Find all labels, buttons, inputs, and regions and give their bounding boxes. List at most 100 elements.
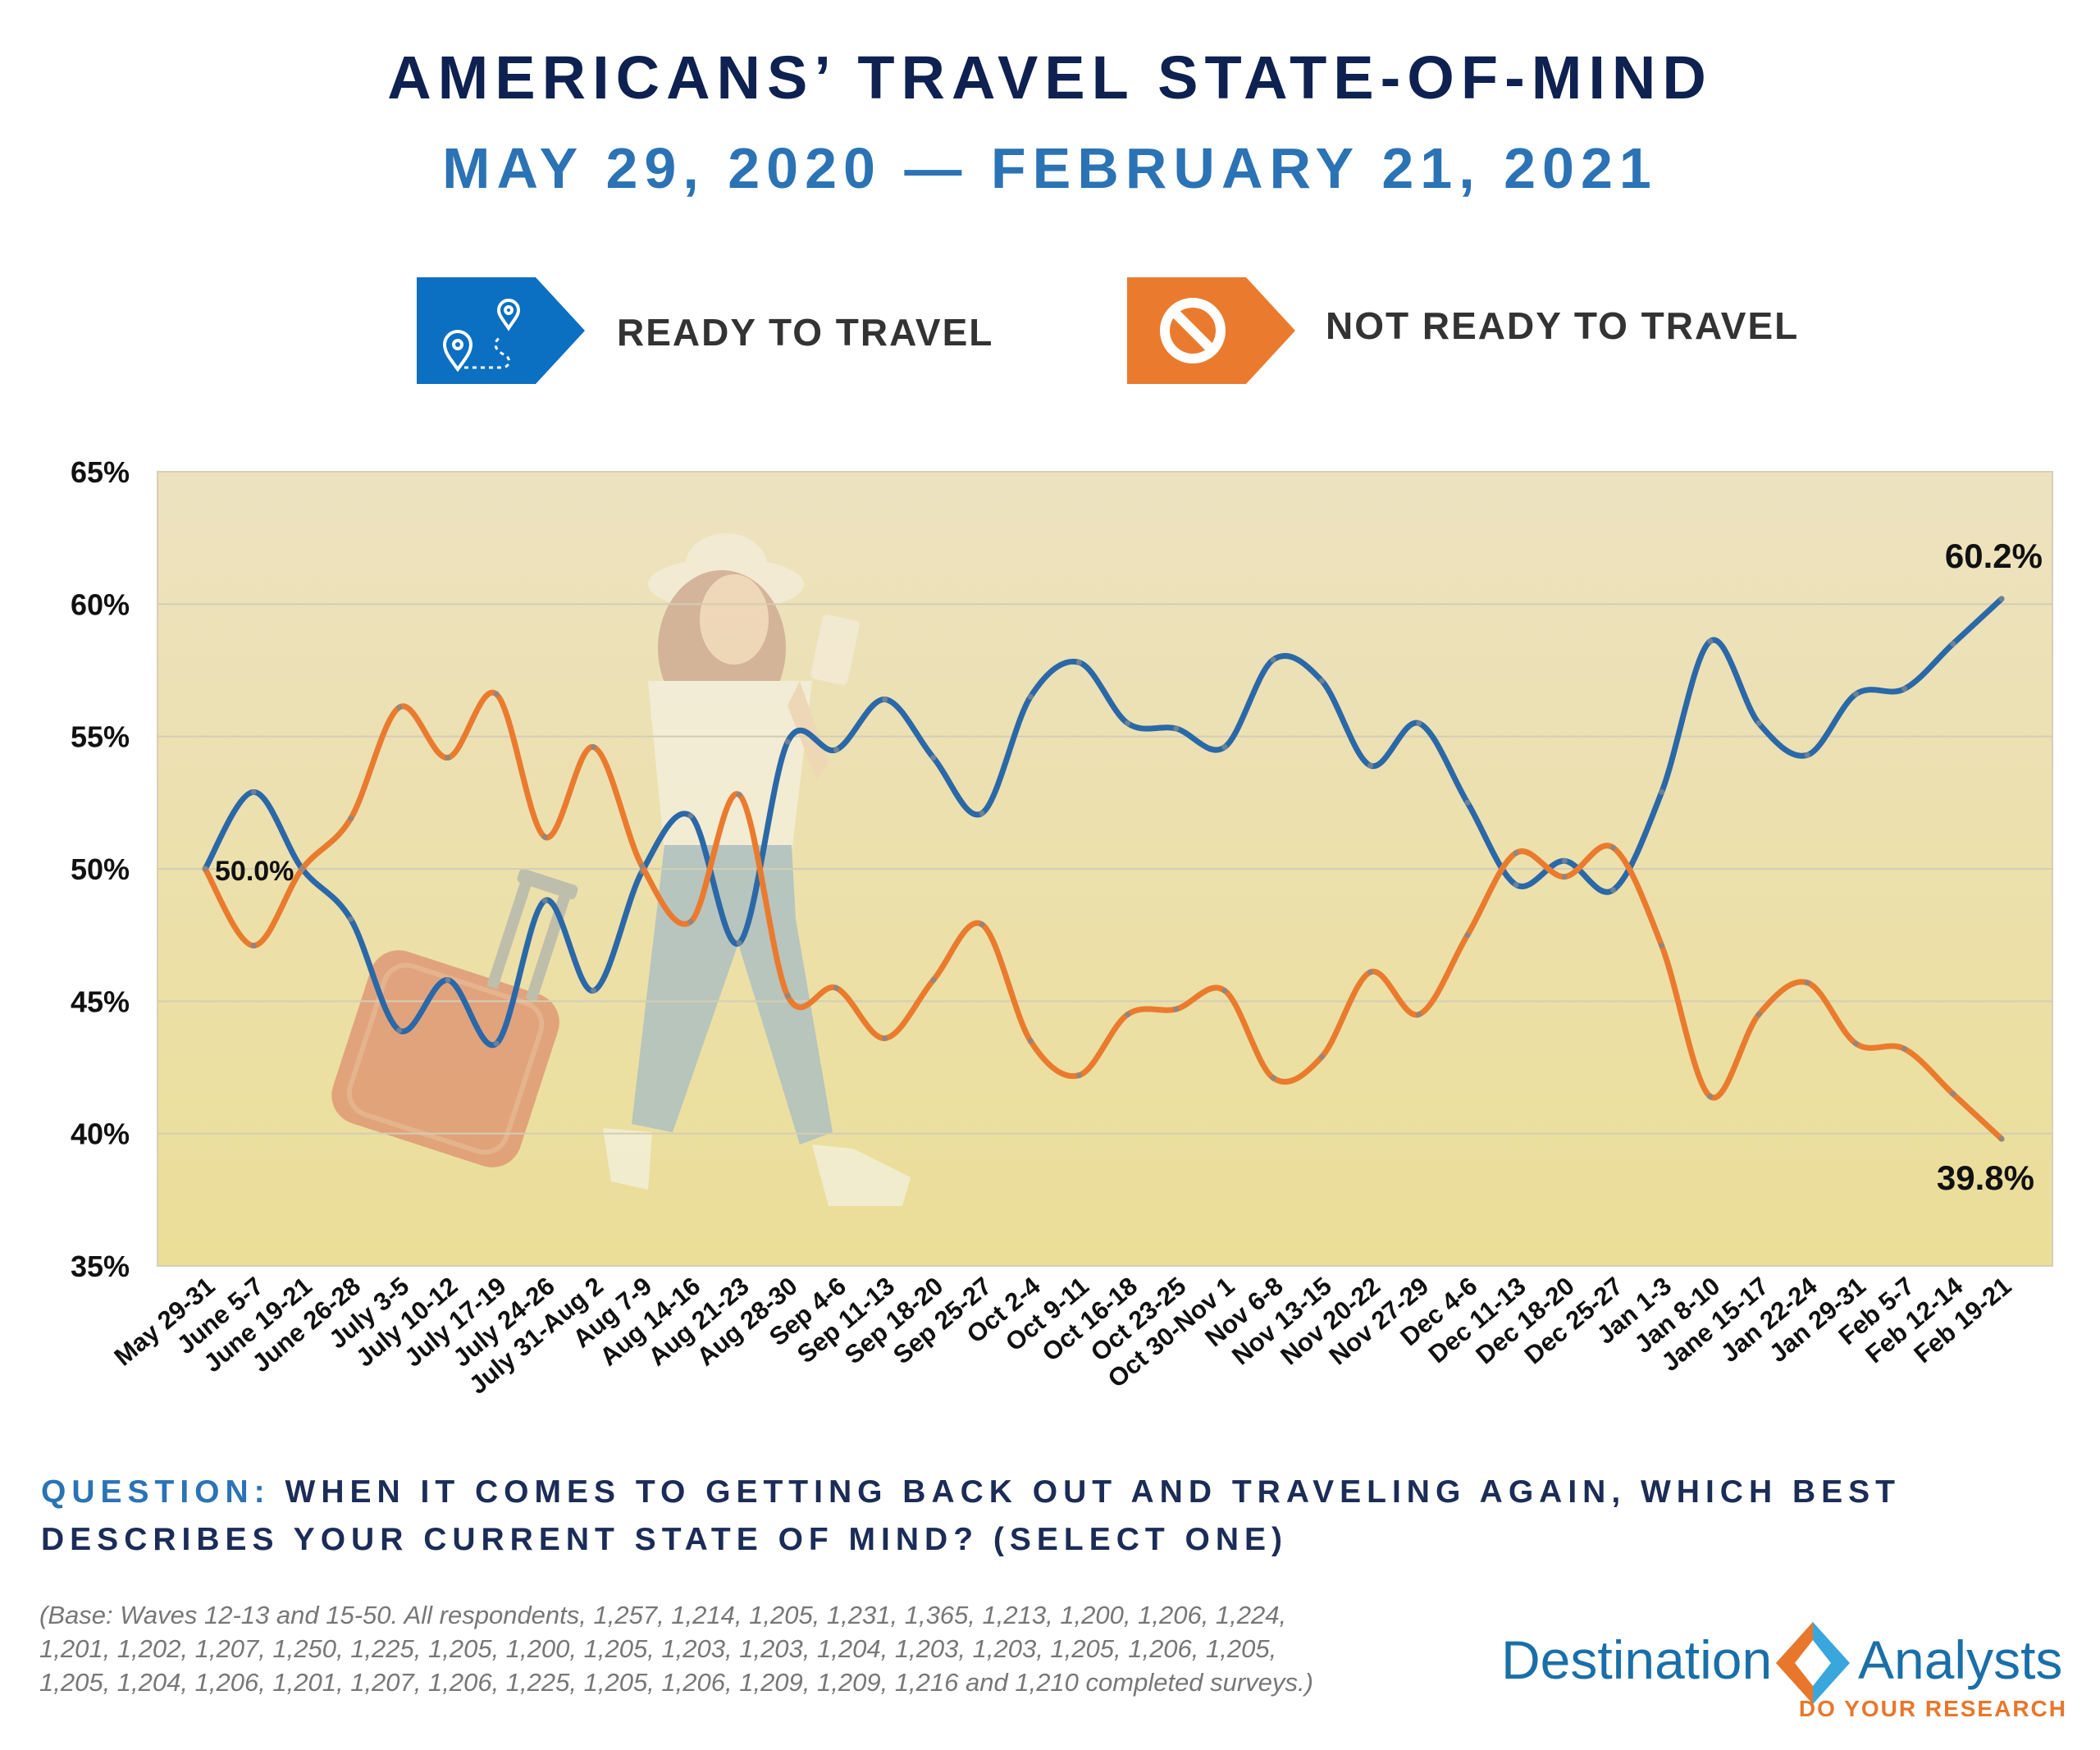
data-point	[1659, 788, 1665, 795]
traveler-illustration	[331, 533, 911, 1206]
logo-word-analysts: Analysts	[1858, 1629, 2063, 1690]
data-point	[1221, 987, 1228, 994]
data-point	[1513, 881, 1519, 888]
y-tick-label: 50%	[71, 852, 130, 886]
data-point	[1367, 969, 1374, 976]
y-axis: 65% 60% 55% 50% 45% 40% 35%	[71, 455, 130, 1283]
data-point	[1125, 1011, 1131, 1017]
y-tick-label: 65%	[71, 455, 130, 489]
page-title: AMERICANS’ TRAVEL STATE-OF-MIND	[387, 43, 1713, 112]
data-point	[1270, 1075, 1276, 1081]
y-tick-label: 55%	[71, 720, 130, 754]
data-point	[1950, 641, 1956, 647]
data-point	[1416, 1011, 1422, 1017]
y-tick-label: 45%	[71, 985, 130, 1018]
data-point	[930, 754, 937, 761]
data-point	[1561, 874, 1568, 880]
data-label: 60.2%	[1945, 537, 2043, 575]
data-point	[1270, 656, 1276, 663]
data-point	[930, 977, 937, 984]
data-point	[1075, 1072, 1082, 1079]
data-point	[1027, 1038, 1034, 1044]
data-point	[1755, 1011, 1762, 1017]
data-point	[1027, 693, 1034, 700]
prohibited-icon	[1160, 298, 1226, 363]
data-point	[833, 747, 839, 753]
data-point	[979, 810, 985, 816]
data-point	[639, 863, 646, 870]
question-label: QUESTION:	[41, 1474, 271, 1510]
data-point	[445, 754, 451, 761]
data-point	[1609, 844, 1616, 851]
data-point	[493, 1040, 500, 1047]
data-point	[1561, 857, 1568, 864]
data-point	[1707, 638, 1714, 645]
data-point	[1075, 659, 1082, 665]
data-point	[736, 939, 742, 946]
data-point	[299, 866, 305, 872]
data-point	[784, 738, 791, 745]
series-ready-to-travel	[202, 596, 2005, 1049]
y-tick-label: 35%	[71, 1250, 130, 1283]
data-point	[1318, 1053, 1325, 1060]
data-label: 39.8%	[1937, 1158, 2034, 1197]
data-point	[882, 1035, 888, 1042]
legend-not-ready-label: NOT READY TO TRAVEL	[1326, 304, 1800, 347]
data-point	[1659, 943, 1665, 949]
series-layer	[202, 596, 2005, 1142]
data-point	[882, 696, 888, 702]
data-point	[1318, 678, 1325, 684]
legend-ready-label: READY TO TRAVEL	[617, 311, 994, 354]
destination-analysts-logo: Destination Analysts DO YOUR RESEARCH	[1501, 1622, 2084, 1727]
data-point	[1852, 1040, 1859, 1047]
data-point	[1416, 720, 1422, 727]
gridlines	[158, 603, 2052, 1135]
logo-mark-icon	[1776, 1622, 1850, 1704]
data-point	[1804, 752, 1810, 758]
y-tick-label: 60%	[71, 587, 130, 621]
data-point	[541, 834, 548, 840]
data-point	[1901, 686, 1908, 692]
logo-word-destination: Destination	[1501, 1629, 1773, 1690]
data-point	[1125, 720, 1131, 727]
base-note: (Base: Waves 12-13 and 15-50. All respon…	[39, 1601, 1313, 1697]
data-point	[784, 993, 791, 999]
data-label: 50.0%	[215, 856, 294, 887]
data-point	[1464, 799, 1471, 806]
data-point	[1221, 744, 1228, 751]
data-point	[1852, 691, 1859, 697]
survey-question: QUESTION: WHEN IT COMES TO GETTING BACK …	[41, 1469, 2067, 1564]
data-point	[687, 919, 694, 925]
data-point	[445, 977, 451, 984]
y-tick-label: 40%	[71, 1117, 130, 1151]
logo-tagline: DO YOUR RESEARCH	[1798, 1696, 2067, 1721]
question-text: WHEN IT COMES TO GETTING BACK OUT AND TR…	[41, 1474, 1901, 1557]
data-point	[1173, 725, 1180, 732]
data-point	[396, 1027, 403, 1034]
data-point	[591, 987, 597, 994]
data-point	[1367, 762, 1374, 769]
data-point	[250, 943, 257, 949]
route-map-pin-icon	[442, 299, 521, 372]
traveler-person	[603, 533, 911, 1206]
legend-not-ready-badge	[1127, 277, 1295, 384]
data-point	[348, 816, 354, 822]
data-point	[1804, 980, 1810, 986]
data-point	[1173, 1006, 1180, 1012]
annotation-layer: 50.0% 60.2% 39.8%	[215, 537, 2043, 1197]
data-point	[833, 985, 839, 991]
data-point	[1998, 1135, 2005, 1142]
data-point	[1998, 596, 2005, 602]
data-point	[1707, 1093, 1714, 1099]
page-subtitle: MAY 29, 2020 — FEBRUARY 21, 2021	[442, 136, 1658, 200]
data-point	[979, 921, 985, 928]
data-point	[1755, 720, 1762, 727]
data-point	[250, 788, 257, 795]
data-point	[1950, 1090, 1956, 1097]
data-point	[1901, 1045, 1908, 1052]
data-point	[202, 866, 208, 872]
data-point	[396, 704, 403, 711]
series-not-ready-to-travel	[202, 689, 2005, 1142]
